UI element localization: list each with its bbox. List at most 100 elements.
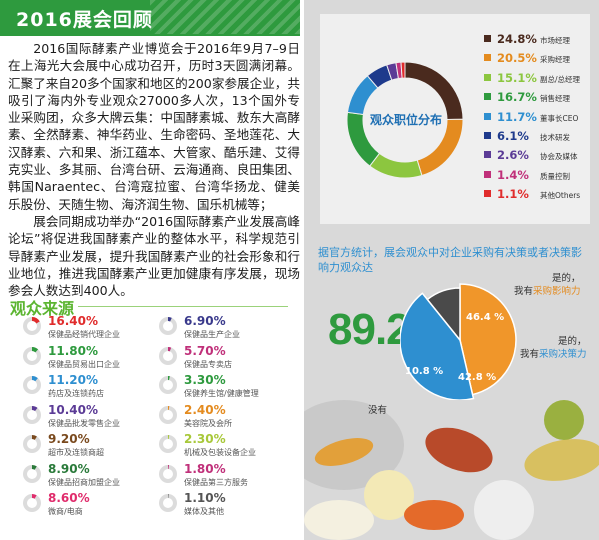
- source-title: 观众来源: [10, 299, 75, 318]
- source-item-percent: 9.20%: [48, 432, 90, 446]
- legend-swatch: [484, 93, 491, 101]
- legend-swatch: [484, 132, 491, 139]
- source-item-label: 保健品经销代理企业: [48, 330, 120, 339]
- note-decision-have: 我有: [520, 349, 540, 360]
- intro-text: 2016国际酵素产业博览会于2016年9月7–9日在上海光大会展中心成功召开，历…: [8, 40, 300, 299]
- pill-capsule: [404, 500, 464, 530]
- source-item: 1.80% 保健品第三方服务: [158, 462, 288, 490]
- source-item-percent: 1.10%: [184, 491, 226, 505]
- legend-swatch: [484, 170, 491, 178]
- source-item: 2.40% 美容院及会所: [158, 403, 288, 431]
- source-item-percent: 16.40%: [48, 314, 98, 328]
- legend-percent: 24.8%: [497, 32, 537, 46]
- source-ring-icon: [159, 405, 177, 424]
- header-bar: [0, 0, 300, 34]
- source-ring-icon: [23, 317, 41, 335]
- note-influence-key: 采购影响力: [533, 286, 581, 297]
- source-item-label: 媒体及其他: [184, 507, 224, 516]
- source-ring-icon: [159, 317, 177, 335]
- source-item: 8.60% 微商/电商: [22, 491, 152, 519]
- source-item: 11.80% 保健品贸易出口企业: [22, 344, 152, 372]
- source-item: 11.20% 药店及连锁药店: [22, 373, 152, 401]
- source-item-percent: 3.30%: [184, 373, 226, 387]
- source-item: 6.90% 保健品生产企业: [158, 314, 288, 342]
- source-item-percent: 1.80%: [184, 461, 226, 476]
- source-ring-icon: [159, 464, 177, 483]
- source-item: 2.30% 机械及包装设备企业: [158, 432, 288, 460]
- legend-label: 董事长CEO: [540, 113, 579, 123]
- source-item-label: 保健品专卖店: [184, 359, 232, 369]
- legend-percent: 2.6%: [497, 148, 529, 163]
- intro-paragraph-1: 2016国际酵素产业博览会于2016年9月7–9日在上海光大会展中心成功召开，历…: [8, 41, 300, 212]
- legend-percent: 1.1%: [497, 187, 529, 202]
- source-title-line: [78, 306, 288, 307]
- source-item-label: 微商/电商: [48, 507, 83, 516]
- legend-percent: 1.4%: [497, 167, 529, 182]
- pie-label-none: 10.8 %: [405, 366, 444, 377]
- legend-label: 销售经理: [540, 94, 570, 104]
- source-item: 8.90% 保健品招商加盟企业: [22, 462, 152, 490]
- source-item-label: 保健养生馆/健康管理: [184, 389, 259, 398]
- source-item: 10.40% 保健品批发零售企业: [22, 403, 152, 431]
- legend-swatch: [484, 73, 491, 81]
- positions-donut-label: 观众职位分布: [370, 113, 443, 127]
- legend-label: 其他Others: [540, 191, 581, 201]
- source-ring-icon: [23, 376, 41, 394]
- source-item: 16.40% 保健品经销代理企业: [22, 314, 152, 342]
- source-item: 1.10% 媒体及其他: [158, 491, 288, 519]
- legend-swatch: [484, 190, 491, 198]
- source-ring-icon: [23, 464, 41, 483]
- pill-tablet: [544, 400, 584, 440]
- legend-label: 市场经理: [540, 36, 570, 45]
- legend-label: 采购经理: [540, 55, 570, 65]
- pill-capsule: [521, 433, 599, 487]
- source-item-percent: 5.70%: [184, 343, 226, 358]
- intro-paragraph-2: 展会同期成功举办“2016国际酵素产业发展高峰论坛”将促进我国酵素产业的整体水平…: [8, 213, 300, 299]
- purchase-pie-chart: [400, 283, 517, 400]
- source-item-percent: 10.40%: [48, 402, 98, 417]
- note-decision-yes: 是的，: [558, 336, 587, 347]
- source-ring-icon: [23, 435, 41, 453]
- legend-swatch: [484, 151, 491, 159]
- pill-capsule: [419, 419, 499, 481]
- source-item: 9.20% 超市及连锁商超: [22, 432, 152, 460]
- legend-percent: 15.1%: [497, 70, 537, 85]
- note-influence-yes: 是的，: [552, 273, 581, 284]
- source-ring-icon: [23, 405, 41, 424]
- source-item-label: 机械及包装设备企业: [184, 448, 256, 457]
- positions-donut-chart: [346, 61, 464, 179]
- note-no: 没有: [368, 405, 388, 416]
- legend-label: 副总/总经理: [540, 74, 581, 84]
- source-item-percent: 2.30%: [184, 432, 226, 446]
- header-stripes: [150, 0, 300, 34]
- source-ring-icon: [159, 376, 177, 394]
- donut-slice: [400, 61, 406, 79]
- note-decision: 是的， 我有采购决策力: [520, 335, 587, 361]
- pie-label-influence: 46.4 %: [466, 312, 505, 323]
- source-item-label: 保健品批发零售企业: [48, 418, 120, 428]
- legend-percent: 20.5%: [497, 51, 537, 66]
- source-item-percent: 8.90%: [48, 461, 90, 476]
- source-ring-icon: [159, 435, 177, 453]
- purchase-question: 据官方统计，展会观众中对企业采购有决策或者决策影响力观众达: [318, 246, 582, 274]
- source-item: 5.70% 保健品专卖店: [158, 344, 288, 372]
- pie-slice: [426, 287, 461, 343]
- source-item-label: 保健品生产企业: [184, 330, 240, 339]
- note-influence: 是的， 我有采购影响力: [514, 272, 581, 298]
- legend-percent: 16.7%: [497, 90, 537, 105]
- pill-tablet: [304, 500, 374, 540]
- source-item-percent: 11.80%: [48, 343, 98, 358]
- source-item: 3.30% 保健养生馆/健康管理: [158, 373, 288, 401]
- source-ring-icon: [159, 346, 177, 365]
- source-item-percent: 8.60%: [48, 491, 90, 505]
- source-item-label: 美容院及会所: [184, 418, 232, 428]
- legend-label: 质量控制: [540, 171, 570, 181]
- legend-swatch: [484, 112, 491, 120]
- legend-swatch: [484, 35, 491, 42]
- legend-label: 技术研发: [540, 133, 570, 142]
- source-item-label: 超市及连锁商超: [48, 448, 104, 457]
- donut-slice: [369, 152, 423, 179]
- source-item-label: 保健品第三方服务: [184, 477, 248, 487]
- source-item-label: 药店及连锁药店: [48, 389, 104, 398]
- legend-swatch: [484, 54, 491, 62]
